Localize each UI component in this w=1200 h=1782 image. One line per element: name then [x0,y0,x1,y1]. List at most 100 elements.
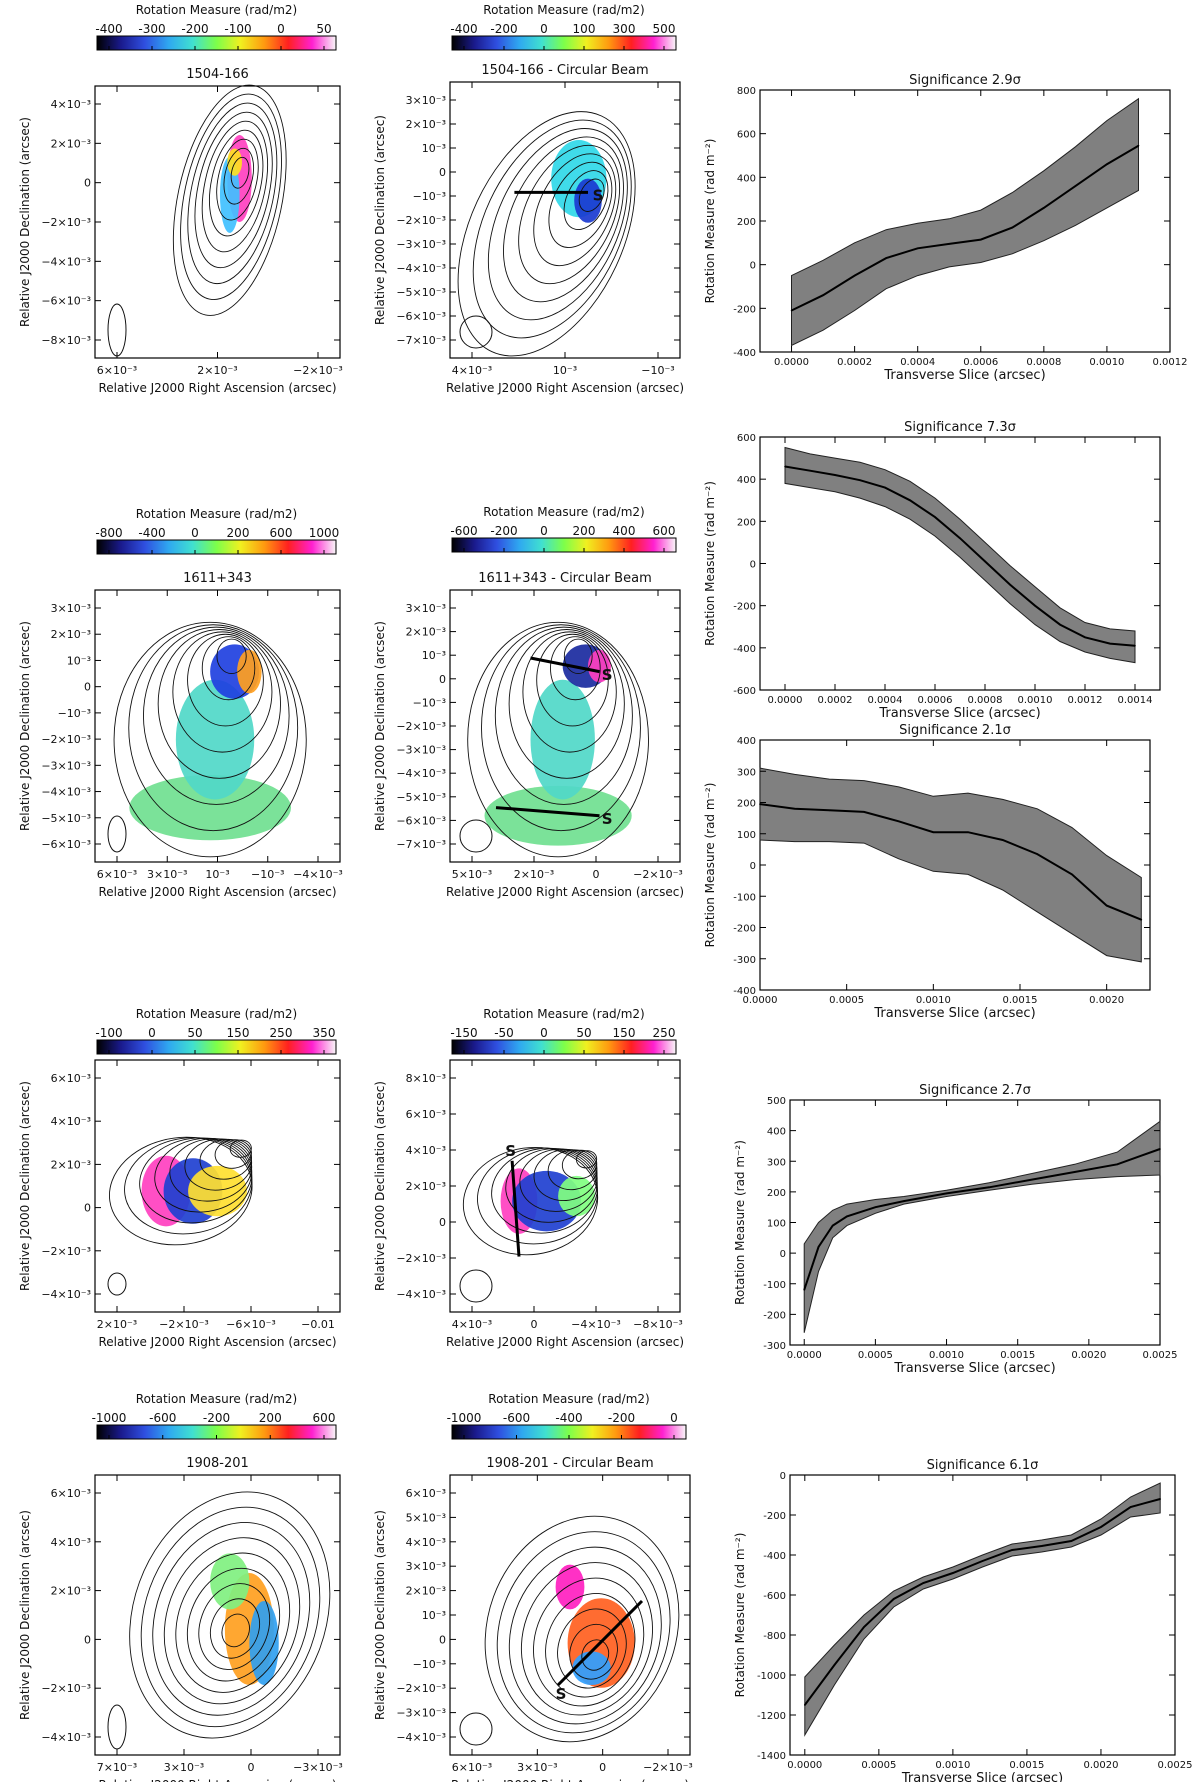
dec-tick-label: 2×10⁻³ [51,137,91,150]
contour-line [180,93,282,300]
x-tick-label: 0.0010 [929,1350,964,1361]
rm-colorbar: Rotation Measure (rad/m2) -100 0 50 150 250 35… [95,1007,337,1055]
contour-line [209,1598,260,1659]
x-tick-label: 0.0004 [900,357,935,368]
y-tick-label: -1400 [757,1751,786,1762]
contour-line [578,178,605,212]
data-point [874,1206,877,1208]
circular-beam-map-1504-166: 1504-166 - Circular Beam 3×10⁻³ 2×10⁻³ 10⁻³… [373,63,684,395]
x-tick-label: 0.0005 [858,1350,893,1361]
data-point [1034,604,1036,607]
map-xlabel: Relative J2000 Right Ascension (arcsec) [446,1335,684,1349]
x-tick-label: 0.0005 [829,995,864,1006]
colorbar-tick-label: 400 [613,524,636,538]
x-tick-label: 0.0002 [818,695,853,706]
contour-line [128,624,299,832]
map-ylabel: Relative J2000 Declination (arcsec) [18,1081,32,1291]
colorbar-tick-label: -600 [450,524,477,538]
y-tick-label: -100 [733,892,756,903]
dec-tick-label: 6×10⁻³ [51,1072,91,1085]
ra-tick-label: 0 [599,1761,606,1774]
x-tick-label: 0.0025 [1143,1350,1178,1361]
map-ylabel: Relative J2000 Declination (arcsec) [18,117,32,327]
dec-tick-label: −10⁻³ [413,190,446,203]
x-tick-label: 0.0005 [861,1760,896,1771]
dec-tick-label: 0 [84,1202,91,1215]
colorbar-tick-label: -200 [608,1411,635,1425]
dec-tick-label: 2×10⁻³ [51,1158,91,1171]
rm-colorbar: Rotation Measure (rad/m2) -800 -400 0 200 600… [95,507,339,555]
colorbar-tick-label: 0 [540,1026,548,1040]
contour-line [533,1577,645,1707]
dec-tick-label: 10⁻³ [67,654,91,667]
data-point [1134,644,1136,647]
contour-line [157,629,281,779]
dec-tick-label: −6×10⁻³ [41,838,91,851]
colorbar-tick-label: 200 [259,1411,282,1425]
rm-slice-chart-4: Significance 2.7σ 0.0000 0.0005 0.0010 0.001… [733,1083,1178,1376]
data-point [1105,904,1108,907]
contour-line [201,120,268,253]
map-ylabel: Relative J2000 Declination (arcsec) [373,621,387,831]
contour-line [187,102,278,285]
colorbar-tick-label: 200 [573,524,596,538]
contour-group [462,1146,599,1256]
chart-title: Significance 2.9σ [909,73,1021,88]
contour-line [172,631,273,753]
dec-tick-label: 6×10⁻³ [51,1487,91,1500]
colorbar-tick-label: -1000 [92,1411,127,1425]
colorbar-tick-label: -200 [181,22,208,36]
dec-tick-label: −6×10⁻³ [396,310,446,323]
ra-tick-label: 0 [248,1761,255,1774]
contour-line [481,624,641,832]
dec-tick-label: −4×10⁻³ [396,1731,446,1744]
ra-tick-label: −4×10⁻³ [571,1318,621,1331]
dec-tick-label: 3×10⁻³ [406,94,446,107]
x-tick-label: 0.0000 [768,695,803,706]
beam-shape [107,303,127,357]
data-point [967,831,969,833]
dec-tick-label: −5×10⁻³ [396,791,446,804]
ra-tick-label: 2×10⁻³ [197,364,237,377]
chart-title: Significance 6.1σ [927,1458,1039,1473]
rm-slice-chart-3: Significance 2.1σ 0.0000 0.0005 0.0010 0.001… [703,723,1151,1021]
slice-line [556,1599,644,1687]
data-point [945,1192,948,1195]
chart-title: Significance 2.7σ [919,1083,1031,1098]
data-point [1040,1545,1043,1547]
rm-colorbar: Rotation Measure (rad/m2) -400 -300 -200 -10… [95,3,337,51]
data-point [981,1560,984,1562]
data-point [863,811,865,813]
dec-tick-label: −5×10⁻³ [396,286,446,299]
map-xlabel: Relative J2000 Right Ascension (arcsec) [98,381,336,395]
colorbar-tick-label: -300 [138,22,165,36]
contour-line [472,119,632,339]
contour-line [563,638,593,675]
y-tick-label: -300 [763,1341,786,1352]
colorbar-tick-label: 150 [227,1026,250,1040]
x-tick-label: 0.0008 [1026,357,1061,368]
data-point [885,257,887,259]
dec-tick-label: −6×10⁻³ [41,295,91,308]
data-point [822,294,824,297]
colorbar-label: Rotation Measure (rad/m2) [136,3,297,17]
chart-xlabel: Transverse Slice (arcsec) [883,368,1045,383]
chart-ylabel: Rotation Measure (rad m⁻²) [733,1140,747,1305]
dec-tick-label: −3×10⁻³ [396,1707,446,1720]
slice-label: S [556,1685,567,1703]
rm-colorbar: Rotation Measure (rad/m2) -1000 -600 -400 -2… [447,1392,687,1440]
dec-tick-label: −2×10⁻³ [41,216,91,229]
x-tick-label: 0.0015 [1000,1350,1035,1361]
ra-tick-label: 7×10⁻³ [97,1761,137,1774]
contour-line [140,1506,321,1728]
rm-colorbar: Rotation Measure (rad/m2) -1000 -600 -200 20… [92,1392,337,1440]
x-tick-label: 0.0006 [963,357,998,368]
y-tick-label: 400 [737,475,756,486]
chart-title: Significance 2.1σ [899,723,1011,738]
y-tick-label: -400 [733,986,756,997]
beam-shape [107,815,127,853]
contour-line [457,111,636,357]
dec-tick-label: −2×10⁻³ [41,733,91,746]
contour-line [508,629,625,779]
ra-tick-label: −8×10⁻³ [633,1318,683,1331]
